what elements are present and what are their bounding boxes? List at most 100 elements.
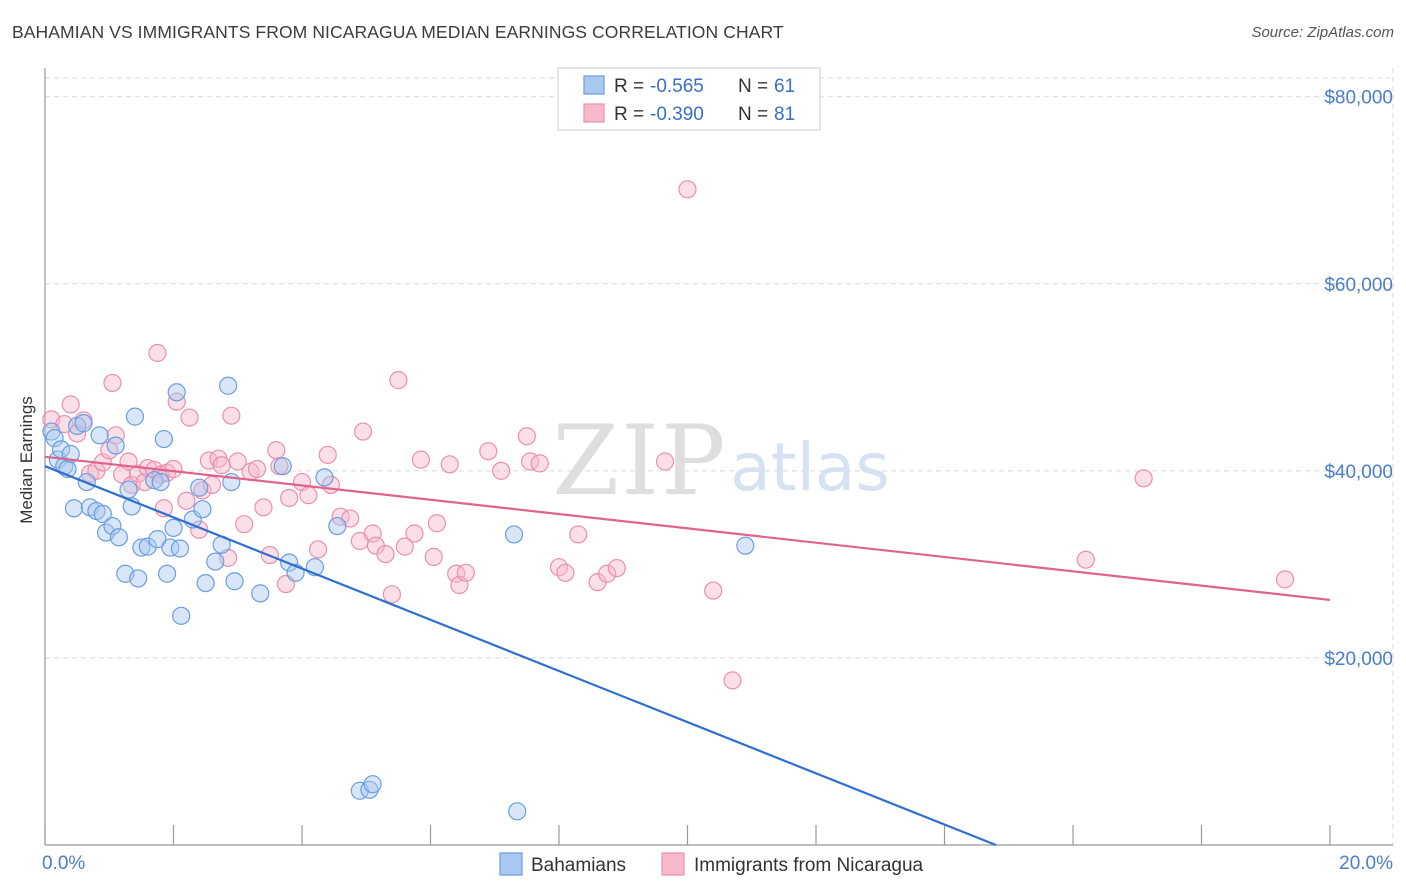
bahamian-point-22 <box>125 407 145 426</box>
bahamian-point-29 <box>154 429 173 449</box>
bahamian-point-37 <box>190 478 209 497</box>
legend-r-value-nicaragua: -0.390 <box>650 104 704 125</box>
bahamian-point-24 <box>132 538 151 557</box>
bahamian-point-31 <box>161 538 180 557</box>
nicaragua-point-37 <box>247 459 267 479</box>
regression-line-bahamians <box>44 465 997 847</box>
nicaragua-point-56 <box>382 585 402 604</box>
regression-lines <box>44 455 1331 847</box>
bahamian-point-34 <box>170 539 190 558</box>
nicaragua-point-2 <box>61 395 80 414</box>
x-tick-label-0: 0.0% <box>42 853 85 874</box>
nicaragua-point-10 <box>106 426 125 445</box>
nicaragua-point-47 <box>318 445 337 465</box>
nicaragua-point-64 <box>447 564 466 583</box>
legend-swatch-bahamians <box>583 75 605 95</box>
y-tick-label-0: $20,000 <box>1324 649 1393 670</box>
nicaragua-point-83 <box>1134 469 1153 488</box>
bahamian-point-27 <box>148 530 167 549</box>
legend-n-value-nicaragua: 81 <box>774 104 795 125</box>
bahamian-point-32 <box>164 518 183 538</box>
bahamian-point-23 <box>129 569 148 588</box>
nicaragua-point-25 <box>180 408 199 427</box>
nicaragua-point-43 <box>280 488 299 508</box>
bahamian-point-57 <box>736 536 755 555</box>
nicaragua-point-84 <box>1275 570 1295 589</box>
x-tick-label-1: 20.0% <box>1339 853 1393 874</box>
nicaragua-point-31 <box>212 456 231 475</box>
bahamian-point-46 <box>273 457 292 476</box>
grid-lines <box>45 68 1394 845</box>
nicaragua-point-27 <box>193 481 212 500</box>
regression-line-nicaragua <box>44 455 1331 602</box>
bahamian-point-28 <box>151 472 170 492</box>
legend: R = -0.565 N = 61 R = -0.390 N = 81 <box>557 67 821 131</box>
bahamian-point-42 <box>219 376 238 395</box>
bahamian-point-56 <box>508 802 527 821</box>
bahamian-point-40 <box>206 552 225 571</box>
nicaragua-point-73 <box>556 563 575 582</box>
legend-n-label: N = <box>738 76 768 97</box>
bottom-legend-swatch-bahamians <box>499 852 523 876</box>
nicaragua-point-23 <box>167 392 186 411</box>
bahamian-point-7 <box>64 499 84 518</box>
nicaragua-point-9 <box>103 373 122 393</box>
legend-n-value-bahamians: 61 <box>774 76 795 97</box>
axes <box>44 68 1393 846</box>
bahamian-point-55 <box>504 525 524 544</box>
nicaragua-point-46 <box>308 540 328 559</box>
bahamian-point-54 <box>363 775 382 794</box>
bahamian-point-44 <box>225 572 244 591</box>
nicaragua-point-33 <box>222 406 241 425</box>
nicaragua-point-58 <box>395 537 414 556</box>
nicaragua-point-62 <box>427 514 447 533</box>
bahamian-point-17 <box>106 436 125 455</box>
bahamian-point-25 <box>138 537 157 556</box>
chart-title: BAHAMIAN VS IMMIGRANTS FROM NICARAGUA ME… <box>12 22 784 42</box>
nicaragua-point-66 <box>456 563 475 582</box>
nicaragua-point-67 <box>479 442 498 461</box>
bahamian-point-33 <box>167 383 186 402</box>
bahamian-point-39 <box>196 573 215 593</box>
nicaragua-point-60 <box>411 450 430 469</box>
nicaragua-point-79 <box>678 180 697 199</box>
bahamian-point-35 <box>172 606 191 625</box>
nicaragua-point-76 <box>598 564 617 583</box>
nicaragua-point-59 <box>405 524 424 543</box>
nicaragua-point-71 <box>530 454 549 473</box>
bottom-legend: Bahamians Immigrants from Nicaragua <box>499 852 924 876</box>
legend-r-label: R = <box>614 104 644 125</box>
watermark-atlas: atlas <box>730 429 890 506</box>
nicaragua-point-68 <box>492 461 511 480</box>
bahamian-point-16 <box>103 516 122 536</box>
y-axis-label: Median Earnings <box>17 396 36 524</box>
bahamian-point-20 <box>119 480 138 499</box>
series-nicaragua-points <box>42 180 1295 690</box>
nicaragua-point-24 <box>177 491 196 510</box>
nicaragua-point-74 <box>569 525 588 544</box>
bottom-legend-swatch-nicaragua <box>661 852 685 876</box>
y-tick-labels: $20,000 $40,000 $60,000 $80,000 <box>1324 88 1393 670</box>
bottom-legend-label-bahamians: Bahamians <box>531 855 626 876</box>
bahamian-point-30 <box>157 564 177 583</box>
bottom-legend-label-nicaragua: Immigrants from Nicaragua <box>694 855 924 876</box>
y-tick-label-1: $40,000 <box>1324 462 1393 483</box>
legend-r-value-bahamians: -0.565 <box>650 76 704 97</box>
nicaragua-point-18 <box>148 343 167 363</box>
nicaragua-point-40 <box>267 441 286 460</box>
bahamian-point-51 <box>328 516 347 536</box>
bahamian-point-26 <box>145 471 164 490</box>
watermark-zip: ZIP <box>552 405 727 517</box>
nicaragua-point-55 <box>376 545 395 564</box>
nicaragua-point-81 <box>723 671 742 690</box>
bahamian-point-38 <box>193 500 212 519</box>
y-tick-label-3: $80,000 <box>1324 88 1393 109</box>
nicaragua-point-77 <box>607 559 626 578</box>
bahamian-point-50 <box>315 468 334 487</box>
nicaragua-point-69 <box>517 427 536 446</box>
nicaragua-point-52 <box>353 422 373 441</box>
bahamian-point-1 <box>45 429 64 448</box>
nicaragua-point-3 <box>68 424 87 443</box>
bahamian-point-14 <box>93 504 112 523</box>
